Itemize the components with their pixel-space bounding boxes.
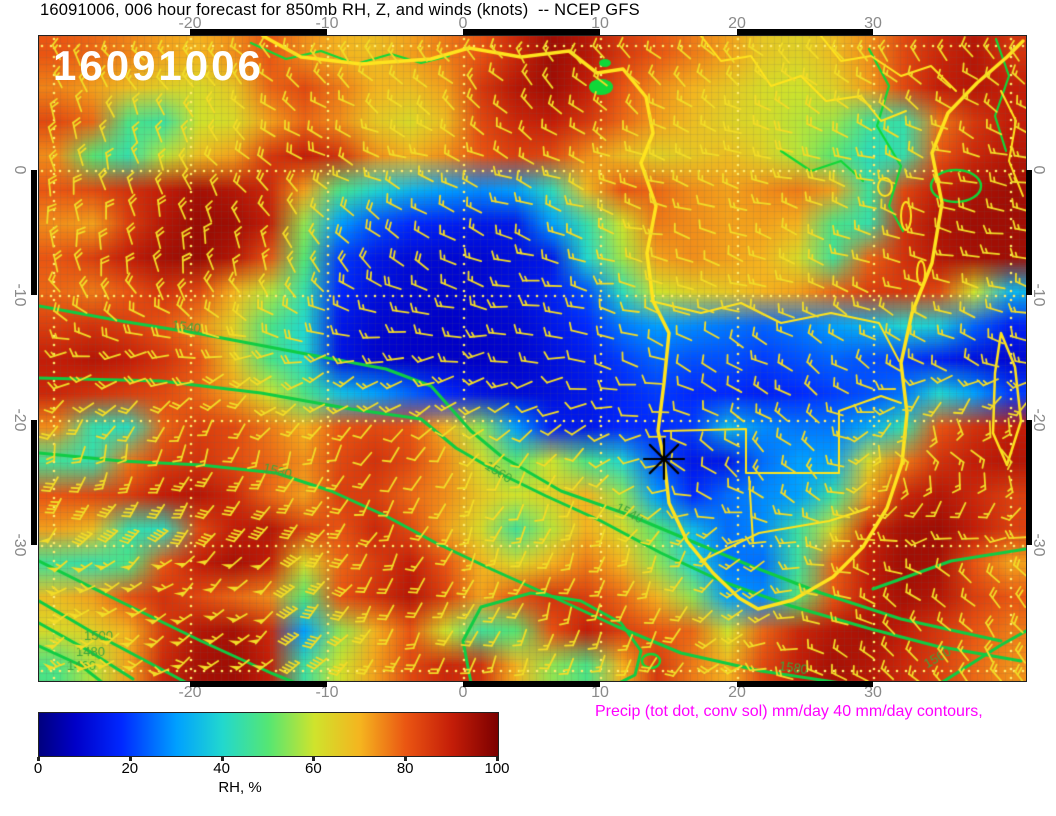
frame-tick-band — [737, 29, 873, 35]
lon-tick-label-top: 10 — [591, 15, 609, 32]
lon-tick-label-bottom: 20 — [728, 684, 746, 701]
frame-tick-band — [1026, 420, 1032, 545]
colorbar-tick-mark — [128, 757, 132, 761]
frame-tick-band — [31, 170, 37, 295]
colorbar-label: RH, % — [218, 779, 262, 796]
lon-tick-label-bottom: 30 — [864, 684, 882, 701]
precip-note: Precip (tot dot, conv sol) mm/day 40 mm/… — [595, 703, 983, 720]
lat-tick-label-left: 0 — [11, 165, 28, 175]
colorbar-tick-label: 80 — [396, 760, 414, 777]
frame-tick-band — [1026, 170, 1032, 295]
map-datetime-label: 16091006 — [53, 42, 264, 89]
colorbar-tick-mark — [312, 757, 316, 761]
weather-map-canvas — [39, 36, 1026, 681]
map-frame: 16091006 — [38, 35, 1027, 682]
colorbar-tick-label: 0 — [33, 760, 43, 777]
colorbar-tick-label: 60 — [305, 760, 322, 777]
lon-tick-label-top: 30 — [864, 15, 882, 32]
rh-colorbar — [38, 712, 499, 757]
frame-tick-band — [463, 681, 600, 687]
colorbar-tick-label: 100 — [484, 760, 510, 777]
page-title: 16091006, 006 hour forecast for 850mb RH… — [40, 1, 640, 19]
colorbar-tick-mark — [220, 757, 224, 761]
lat-tick-label-left: -20 — [11, 408, 28, 432]
lon-tick-label-top: 0 — [458, 15, 468, 32]
lon-tick-label-top: 20 — [728, 15, 746, 32]
colorbar-tick-mark — [496, 757, 499, 761]
colorbar-tick-label: 40 — [213, 760, 230, 777]
frame-tick-band — [190, 681, 327, 687]
lon-tick-label-bottom: -10 — [315, 684, 339, 701]
colorbar-tick-mark — [37, 757, 40, 761]
lon-tick-label-top: -20 — [178, 15, 202, 32]
lon-tick-label-top: -10 — [315, 15, 339, 32]
lat-tick-label-left: -30 — [11, 533, 28, 557]
lon-tick-label-bottom: -20 — [178, 684, 202, 701]
frame-tick-band — [190, 29, 327, 35]
colorbar-tick-label: 20 — [121, 760, 139, 777]
colorbar-tick-mark — [404, 757, 408, 761]
lon-tick-label-bottom: 0 — [458, 684, 468, 701]
frame-tick-band — [463, 29, 600, 35]
frame-tick-band — [737, 681, 873, 687]
lon-tick-label-bottom: 10 — [591, 684, 609, 701]
lat-tick-label-left: -10 — [11, 283, 28, 307]
frame-tick-band — [31, 420, 37, 545]
